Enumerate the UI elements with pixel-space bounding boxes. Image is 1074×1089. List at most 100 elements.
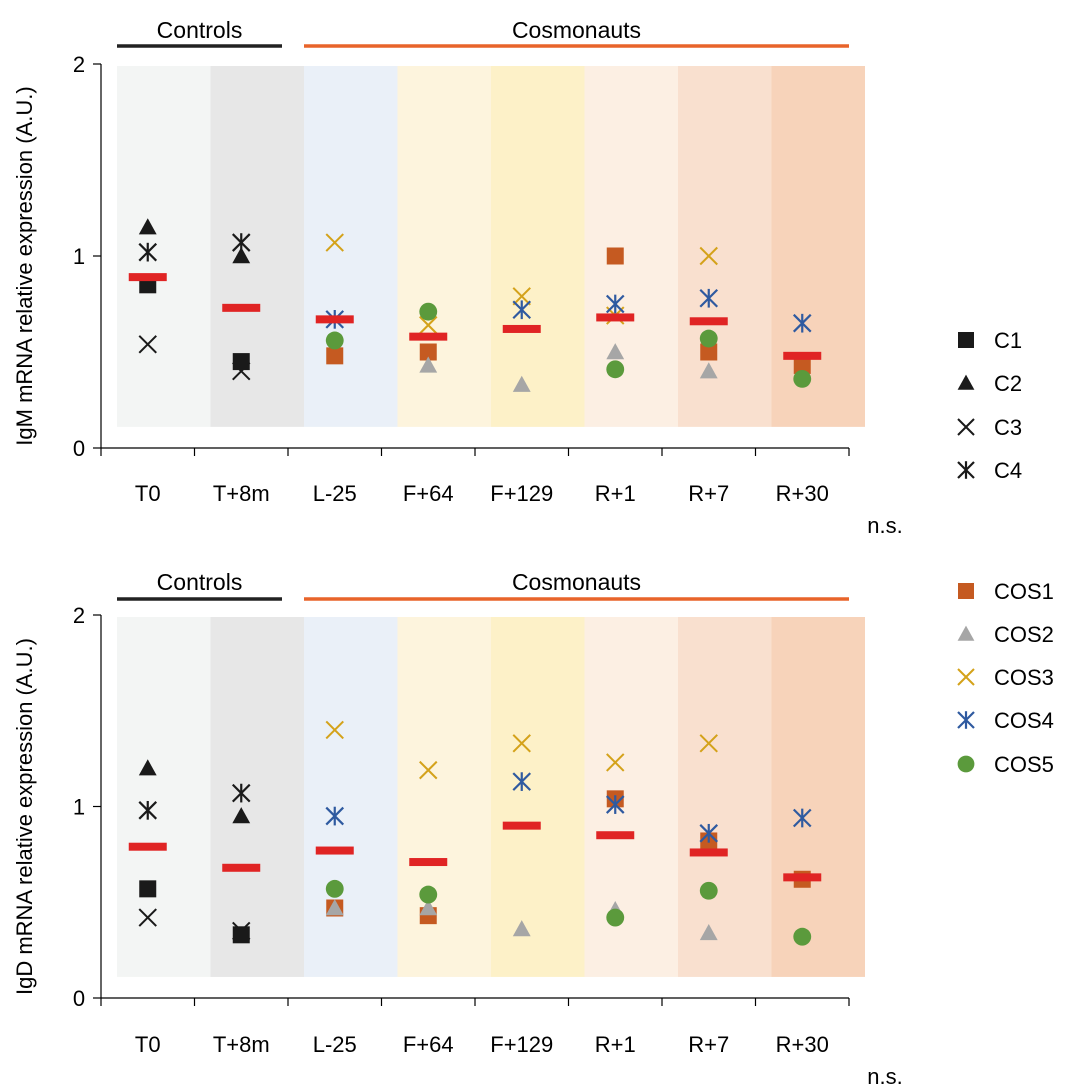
column-background bbox=[584, 617, 678, 977]
data-point-cos4 bbox=[792, 313, 812, 333]
data-point-c4 bbox=[231, 783, 251, 803]
mean-bar bbox=[315, 315, 354, 324]
data-point-c2 bbox=[138, 759, 157, 776]
group-label: Controls bbox=[157, 569, 243, 595]
y-axis-title: IgM mRNA relative expression (A.U.) bbox=[12, 86, 37, 445]
data-point-cos5 bbox=[419, 885, 438, 904]
x-tick-label: R+1 bbox=[595, 1032, 636, 1057]
data-point-cos2 bbox=[606, 343, 625, 360]
x-tick-label: R+1 bbox=[595, 481, 636, 506]
igd-panel: 0 1 2 T0 T+8m L-25 F+64 F+129 R+1 R+7 R+30 IgD mRNA… bbox=[12, 569, 903, 1089]
data-point-cos5 bbox=[419, 302, 438, 321]
data-point-cos2 bbox=[325, 899, 344, 916]
x-tick-label: F+64 bbox=[403, 481, 454, 506]
legend-item-c3: C3 bbox=[957, 415, 1022, 440]
data-point-cos3 bbox=[419, 760, 438, 780]
mean-bar bbox=[596, 831, 635, 840]
igm-panel: 0 1 2 T0 T+8m L-25 F+64 F+129 R+1 R+7 R+30 IgM mRNA… bbox=[12, 17, 903, 538]
column-background bbox=[210, 66, 304, 427]
x-tick-label: R+7 bbox=[688, 481, 729, 506]
x-tick-label: L-25 bbox=[313, 1032, 357, 1057]
mean-bar bbox=[689, 848, 728, 857]
data-point-cos3 bbox=[325, 720, 344, 740]
data-point-cos4 bbox=[699, 288, 719, 308]
data-point-cos5 bbox=[699, 881, 718, 900]
legend-marker-cos5 bbox=[957, 755, 975, 773]
data-point-cos2 bbox=[512, 920, 531, 937]
legend-marker-c3 bbox=[957, 418, 975, 436]
data-point-cos2 bbox=[699, 362, 718, 379]
group-label: Cosmonauts bbox=[512, 17, 641, 43]
legend-item-cos4: COS4 bbox=[957, 708, 1054, 733]
legend-marker-cos1 bbox=[958, 583, 974, 599]
significance-label: n.s. bbox=[867, 513, 902, 538]
column-background bbox=[117, 66, 211, 427]
x-tick-label: T+8m bbox=[213, 1032, 270, 1057]
column-background bbox=[304, 66, 398, 427]
data-point-c3 bbox=[232, 921, 251, 941]
mean-bar bbox=[502, 324, 541, 333]
data-point-cos3 bbox=[419, 315, 438, 335]
x-tick-label: T+8m bbox=[213, 481, 270, 506]
legend-item-c1: C1 bbox=[958, 328, 1022, 353]
legend-item-cos2: COS2 bbox=[957, 622, 1054, 647]
mean-bar bbox=[222, 303, 261, 312]
legend-item-c4: C4 bbox=[957, 458, 1022, 483]
data-point-cos1 bbox=[606, 247, 624, 265]
data-point-c3 bbox=[138, 908, 157, 927]
column-background bbox=[491, 66, 585, 427]
x-tick-label: R+7 bbox=[688, 1032, 729, 1057]
data-point-c1 bbox=[232, 926, 250, 944]
y-tick-label: 0 bbox=[73, 986, 85, 1011]
column-background bbox=[117, 617, 211, 977]
mean-bar bbox=[596, 313, 635, 322]
data-point-cos1 bbox=[419, 343, 437, 361]
mean-bar bbox=[783, 351, 822, 360]
legend-label: COS1 bbox=[994, 579, 1054, 604]
data-point-c4 bbox=[231, 233, 251, 252]
mean-bar bbox=[783, 873, 822, 882]
data-point-cos2 bbox=[699, 923, 718, 941]
data-point-cos3 bbox=[512, 287, 531, 306]
y-tick-label: 1 bbox=[73, 795, 85, 820]
mean-bar bbox=[128, 842, 167, 851]
data-point-cos4 bbox=[605, 294, 625, 314]
column-background bbox=[678, 617, 772, 977]
legend-item-c2: C2 bbox=[957, 371, 1022, 396]
mean-bar bbox=[409, 858, 448, 867]
data-point-c2 bbox=[138, 218, 157, 235]
data-point-cos1 bbox=[700, 343, 718, 361]
legend-label: COS2 bbox=[994, 622, 1054, 647]
y-tick-label: 1 bbox=[73, 244, 85, 269]
data-point-cos4 bbox=[512, 300, 532, 320]
data-point-cos1 bbox=[326, 347, 344, 365]
data-point-cos2 bbox=[512, 375, 531, 392]
x-tick-label: R+30 bbox=[776, 481, 829, 506]
x-tick-label: R+30 bbox=[776, 1032, 829, 1057]
legend-label: COS5 bbox=[994, 752, 1054, 777]
data-point-cos5 bbox=[793, 927, 812, 946]
column-background bbox=[678, 66, 772, 427]
column-background bbox=[397, 66, 491, 427]
group-label: Controls bbox=[157, 17, 243, 43]
mean-bar bbox=[128, 273, 167, 282]
data-point-cos5 bbox=[325, 331, 344, 350]
x-tick-label: F+129 bbox=[490, 481, 553, 506]
data-point-cos3 bbox=[606, 753, 625, 772]
x-tick-label: T0 bbox=[135, 1032, 161, 1057]
legend-marker-c4 bbox=[957, 461, 975, 479]
legend-item-cos1: COS1 bbox=[958, 579, 1054, 604]
mean-bar bbox=[689, 317, 728, 326]
legend-label: COS4 bbox=[994, 708, 1054, 733]
mean-bar bbox=[409, 332, 448, 341]
mean-bar bbox=[222, 863, 261, 872]
legend-marker-c1 bbox=[958, 332, 974, 348]
data-point-c1 bbox=[232, 353, 250, 371]
data-point-c1 bbox=[139, 880, 157, 898]
x-tick-label: T0 bbox=[135, 481, 161, 506]
legend-marker-c2 bbox=[957, 374, 975, 390]
data-point-cos3 bbox=[699, 734, 718, 753]
column-background bbox=[771, 66, 865, 427]
data-point-c2 bbox=[232, 247, 251, 264]
